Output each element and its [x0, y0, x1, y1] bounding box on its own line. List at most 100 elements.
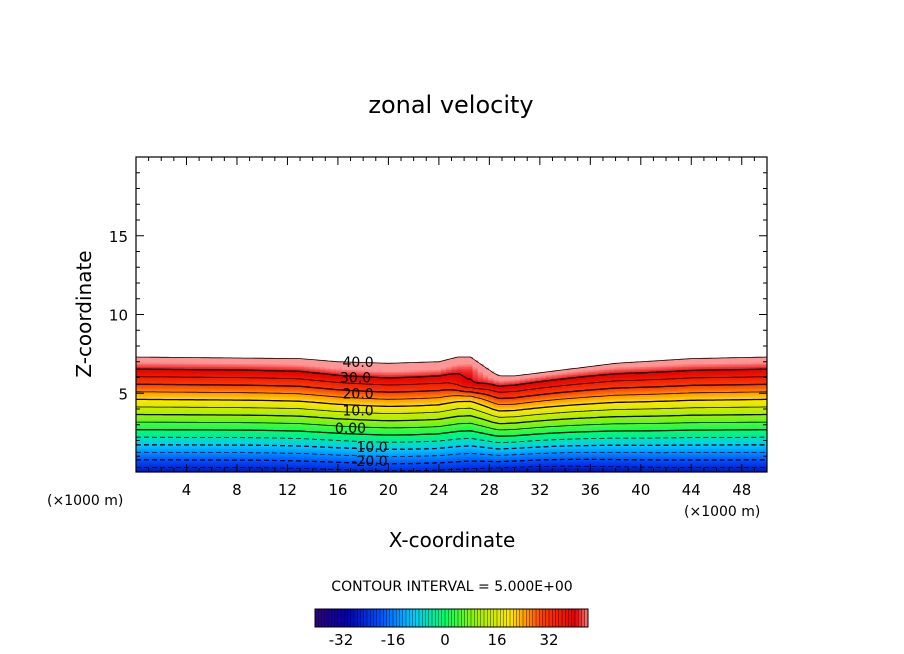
field-cell: [251, 426, 258, 429]
field-cell: [251, 388, 258, 391]
field-cell: [393, 371, 400, 374]
field-cell: [398, 465, 405, 468]
field-cell: [283, 386, 290, 390]
field-cell: [367, 394, 374, 397]
field-cell: [351, 435, 358, 438]
field-cell: [277, 440, 284, 443]
field-cell: [356, 399, 363, 402]
field-cell: [225, 375, 232, 379]
field-cell: [341, 379, 347, 382]
field-cell: [467, 423, 474, 426]
field-cell: [435, 453, 442, 456]
field-cell: [199, 371, 205, 374]
field-cell: [220, 372, 226, 375]
field-cell: [220, 418, 226, 421]
field-cell: [435, 423, 442, 426]
field-cell: [320, 375, 326, 379]
field-cell: [430, 424, 437, 427]
field-cell: [235, 364, 242, 368]
field-cell: [304, 435, 311, 438]
field-cell: [141, 424, 148, 427]
field-cell: [151, 438, 158, 442]
field-cell: [483, 434, 489, 437]
field-cell: [267, 464, 274, 467]
field-cell: [341, 421, 347, 424]
field-cell: [472, 429, 479, 432]
field-cell: [141, 363, 148, 366]
field-cell: [488, 412, 495, 415]
field-cell: [430, 413, 437, 416]
field-cell: [356, 405, 363, 409]
field-cell: [178, 456, 184, 459]
field-cell: [183, 372, 190, 375]
field-cell: [362, 386, 368, 390]
field-cell: [372, 379, 379, 382]
field-cell: [304, 442, 311, 445]
field-cell: [446, 390, 453, 393]
field-cell: [414, 438, 421, 442]
field-cell: [167, 399, 174, 402]
field-cell: [178, 401, 184, 404]
field-cell: [446, 366, 453, 369]
field-cell: [414, 420, 421, 423]
field-cell: [477, 368, 484, 371]
field-cell: [188, 437, 195, 440]
field-cell: [162, 438, 169, 442]
field-cell: [440, 383, 447, 386]
field-cell: [235, 440, 242, 443]
field-cell: [377, 415, 384, 418]
field-cell: [451, 460, 458, 464]
field-cell: [356, 368, 363, 371]
field-cell: [440, 465, 447, 468]
field-cell: [493, 397, 500, 401]
field-cell: [188, 366, 195, 369]
field-cell: [467, 383, 474, 386]
field-cell: [288, 405, 295, 409]
field-cell: [151, 394, 158, 397]
field-cell: [351, 372, 358, 375]
field-cell: [356, 465, 363, 468]
field-cell: [325, 366, 332, 369]
field-cell: [262, 440, 269, 443]
field-cell: [214, 457, 221, 460]
field-cell: [477, 451, 484, 454]
field-cell: [377, 445, 384, 448]
field-cell: [193, 431, 200, 434]
field-cell: [451, 363, 458, 366]
field-cell: [299, 379, 305, 382]
field-cell: [220, 462, 226, 465]
field-cell: [288, 374, 295, 377]
field-cell: [214, 449, 221, 453]
field-cell: [309, 443, 316, 446]
field-cell: [230, 426, 237, 429]
field-cell: [351, 415, 358, 418]
field-cell: [178, 460, 184, 464]
field-cell: [262, 397, 269, 401]
field-cell: [435, 363, 442, 366]
field-cell: [277, 366, 284, 369]
field-cell: [414, 388, 421, 391]
field-cell: [488, 462, 495, 465]
field-cell: [151, 399, 158, 402]
field-cell: [472, 465, 479, 468]
field-cell: [183, 396, 190, 399]
field-cell: [472, 413, 479, 416]
field-cell: [325, 364, 332, 368]
field-cell: [351, 453, 358, 456]
field-cell: [372, 420, 379, 423]
field-cell: [367, 402, 374, 405]
field-cell: [435, 431, 442, 434]
field-cell: [209, 420, 216, 423]
field-cell: [419, 443, 426, 446]
field-cell: [346, 394, 353, 397]
field-cell: [225, 424, 232, 427]
field-cell: [246, 368, 253, 371]
field-cell: [293, 393, 300, 396]
field-cell: [419, 397, 426, 401]
field-cell: [404, 380, 411, 383]
field-cell: [335, 404, 342, 407]
field-cell: [151, 415, 158, 418]
field-cell: [430, 412, 437, 415]
field-cell: [472, 405, 479, 409]
field-cell: [462, 388, 468, 391]
